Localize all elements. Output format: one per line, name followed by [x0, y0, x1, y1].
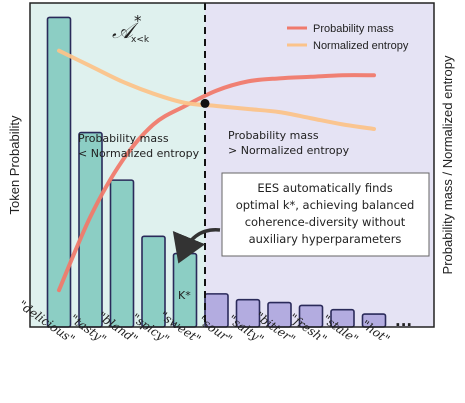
callout-line4: auxiliary hyperparameters [249, 232, 402, 246]
left-region-annotation-line2: < Normalized entropy [78, 147, 200, 160]
left-region-annotation-line1: Probability mass [78, 132, 169, 145]
ellipsis: ... [395, 312, 412, 330]
plot-frame [29, 2, 435, 328]
region-label-superscript: * [134, 12, 142, 30]
right-region-annotation-line1: Probability mass [228, 129, 319, 142]
k-star-label: K* [178, 289, 191, 302]
series-line-0 [57, 73, 376, 293]
series-line-1 [57, 48, 376, 131]
callout-line1: EES automatically finds [257, 181, 392, 195]
bars [46, 16, 387, 328]
right-region-annotation-line2: > Normalized entropy [228, 144, 350, 157]
intersection-point [200, 98, 210, 108]
callout-line3: coherence-diversity without [245, 215, 406, 229]
y-axis-title: Token Probability [7, 115, 22, 214]
remaining-region-background [205, 3, 434, 327]
callout-box [221, 172, 430, 257]
region-label-subscript: x<k [131, 35, 150, 45]
bar-2 [109, 179, 135, 328]
legend-label-probability-mass: Probability mass [313, 23, 394, 35]
y2-axis-title: Probability mass / Normalized entropy [440, 55, 455, 274]
legend-label-normalized-entropy: Normalized entropy [313, 40, 409, 52]
legend: Probability mass Normalized entropy [287, 23, 409, 52]
lines [57, 48, 376, 293]
bar-0 [46, 16, 72, 328]
callout-line2: optimal k*, achieving balanced [236, 198, 415, 212]
callout-arrow [172, 228, 221, 264]
